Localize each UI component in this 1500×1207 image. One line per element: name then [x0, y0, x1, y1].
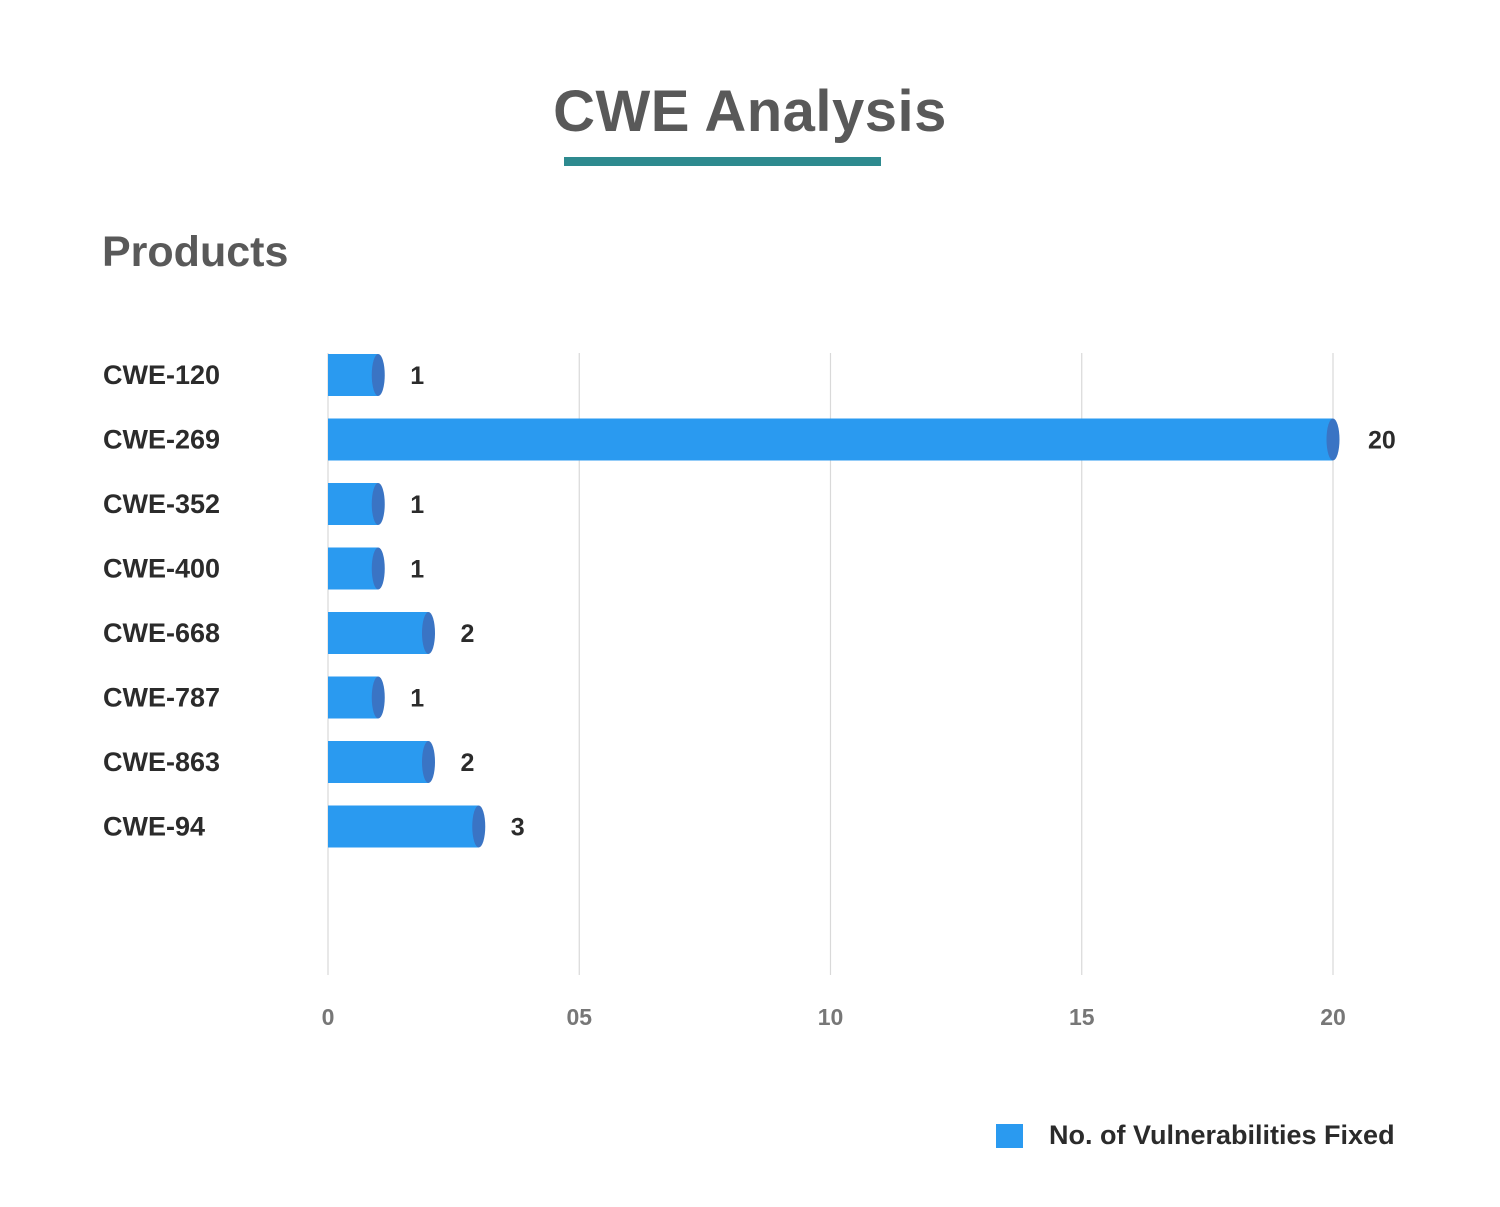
category-label: CWE-668: [103, 618, 220, 648]
bar: [328, 354, 378, 396]
bar: [328, 483, 378, 525]
bar-cap: [472, 806, 485, 848]
category-label: CWE-269: [103, 425, 220, 455]
bar-cap: [422, 741, 435, 783]
bar-cap: [422, 612, 435, 654]
x-tick-label: 0: [322, 1004, 335, 1030]
bar: [328, 419, 1333, 461]
x-tick-label: 10: [818, 1004, 844, 1030]
bar: [328, 612, 429, 654]
bar: [328, 806, 479, 848]
x-tick-label: 05: [566, 1004, 592, 1030]
data-label: 2: [461, 749, 475, 777]
category-label: CWE-352: [103, 489, 220, 519]
data-label: 1: [410, 685, 424, 713]
category-label: CWE-400: [103, 554, 220, 584]
x-tick-label: 20: [1320, 1004, 1346, 1030]
data-label: 20: [1368, 427, 1396, 455]
bar-cap: [372, 548, 385, 590]
category-label: CWE-787: [103, 683, 220, 713]
legend: No. of Vulnerabilities Fixed: [996, 1120, 1395, 1151]
category-label: CWE-120: [103, 360, 220, 390]
legend-swatch: [996, 1124, 1023, 1148]
bar-cap: [372, 483, 385, 525]
legend-label: No. of Vulnerabilities Fixed: [1049, 1120, 1395, 1151]
bar: [328, 677, 378, 719]
bar: [328, 741, 429, 783]
data-label: 1: [410, 556, 424, 584]
data-label: 3: [511, 814, 525, 842]
bar-cap: [372, 677, 385, 719]
data-label: 2: [461, 620, 475, 648]
bar-cap: [372, 354, 385, 396]
data-label: 1: [410, 491, 424, 519]
x-tick-label: 15: [1069, 1004, 1095, 1030]
data-label: 1: [410, 362, 424, 390]
bar-cap: [1327, 419, 1340, 461]
category-label: CWE-94: [103, 812, 205, 842]
category-label: CWE-863: [103, 747, 220, 777]
bar: [328, 548, 378, 590]
